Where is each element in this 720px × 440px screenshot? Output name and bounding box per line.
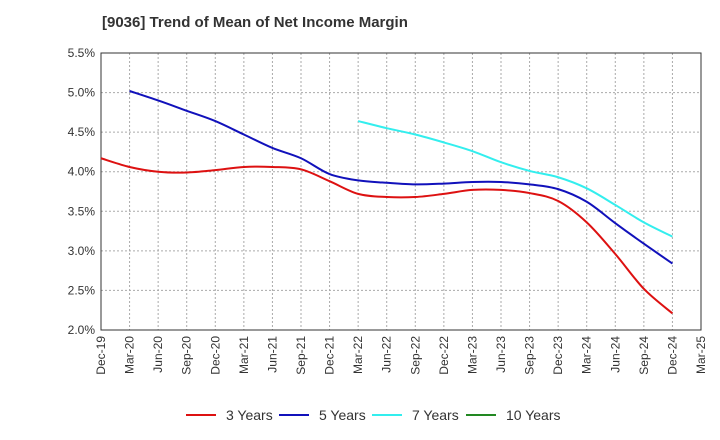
x-tick-label: Dec-19	[94, 336, 108, 375]
x-tick-label: Jun-22	[380, 336, 394, 373]
y-tick-label: 5.0%	[68, 86, 96, 100]
y-tick-label: 3.0%	[68, 244, 96, 258]
chart-title: [9036] Trend of Mean of Net Income Margi…	[102, 14, 408, 31]
y-tick-label: 2.0%	[68, 323, 96, 337]
x-tick-label: Sep-24	[637, 336, 651, 375]
legend-item-3-years: 3 Years	[186, 404, 273, 426]
chart-legend: 3 Years 5 Years 7 Years 10 Years	[0, 404, 720, 426]
series-line-5-years	[129, 90, 673, 265]
legend-item-7-years: 7 Years	[372, 404, 459, 426]
legend-label: 7 Years	[412, 407, 459, 423]
x-tick-label: Mar-22	[351, 336, 365, 374]
legend-label: 10 Years	[506, 407, 561, 423]
series-line-3-years	[100, 157, 674, 315]
x-tick-label: Dec-20	[208, 336, 222, 375]
x-tick-label: Dec-24	[665, 336, 679, 375]
x-tick-label: Mar-23	[465, 336, 479, 374]
x-tick-label: Sep-20	[180, 336, 194, 375]
y-tick-label: 4.0%	[68, 165, 96, 179]
legend-swatch	[466, 414, 496, 416]
legend-item-10-years: 10 Years	[466, 404, 561, 426]
x-tick-label: Jun-20	[151, 336, 165, 373]
x-tick-label: Jun-21	[265, 336, 279, 373]
x-tick-label: Sep-23	[523, 336, 537, 375]
x-tick-label: Dec-22	[437, 336, 451, 375]
x-tick-label: Dec-23	[551, 336, 565, 375]
y-tick-label: 3.5%	[68, 204, 96, 218]
x-tick-label: Sep-21	[294, 336, 308, 375]
line-chart: 2.0% 2.5% 3.0% 3.5% 4.0% 4.5% 5.0% 5.5% Dec-19 Ma…	[68, 46, 708, 375]
series-line-7-years	[357, 120, 673, 238]
legend-item-5-years: 5 Years	[279, 404, 366, 426]
legend-swatch	[279, 414, 309, 416]
x-tick-label: Sep-22	[408, 336, 422, 375]
y-tick-label: 4.5%	[68, 125, 96, 139]
legend-label: 5 Years	[319, 407, 366, 423]
x-tick-label: Jun-23	[494, 336, 508, 373]
legend-swatch	[186, 414, 216, 416]
x-tick-label: Mar-24	[580, 336, 594, 374]
y-tick-label: 5.5%	[68, 46, 96, 60]
x-tick-label: Mar-20	[123, 336, 137, 374]
legend-swatch	[372, 414, 402, 416]
x-tick-label: Jun-24	[608, 336, 622, 373]
y-tick-label: 2.5%	[68, 283, 96, 297]
x-tick-label: Dec-21	[323, 336, 337, 375]
legend-label: 3 Years	[226, 407, 273, 423]
x-tick-label: Mar-21	[237, 336, 251, 374]
x-tick-label: Mar-25	[694, 336, 708, 374]
plot-frame	[100, 52, 702, 331]
